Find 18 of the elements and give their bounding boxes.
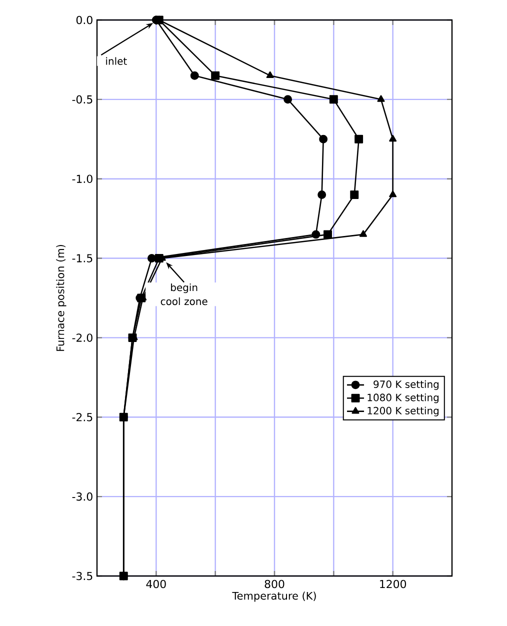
legend-label: 970 K setting [374, 380, 439, 390]
y-tick-label: 0.0 [76, 16, 92, 24]
annotation: begin cool zone [160, 283, 208, 306]
x-tick-label: 1200 [380, 580, 406, 588]
y-tick-label: -1.0 [72, 174, 92, 183]
y-tick-label: -2.0 [72, 334, 92, 342]
y-axis-title: Furnace position (m) [56, 244, 66, 351]
y-tick-label: -0.5 [72, 95, 92, 104]
annotation: inlet [106, 57, 127, 65]
x-tick-label: 400 [146, 580, 166, 588]
legend-label: 1200 K setting [368, 406, 438, 416]
x-tick-label: 800 [264, 580, 284, 588]
y-tick-label: -3.0 [72, 492, 92, 501]
y-tick-label: -1.5 [72, 254, 92, 262]
legend-label: 1080 K setting [368, 394, 438, 404]
y-tick-label: -3.5 [72, 572, 92, 580]
x-axis-title: Temperature (K) [232, 592, 316, 602]
y-tick-label: -2.5 [72, 413, 92, 422]
